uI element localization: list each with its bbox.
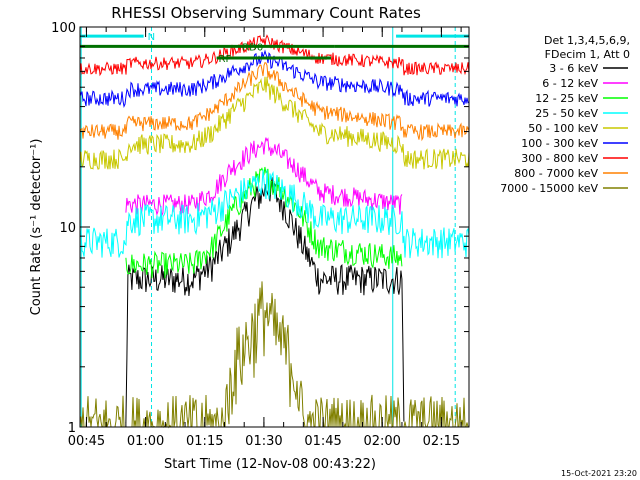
chart-title: RHESSI Observing Summary Count Rates <box>111 4 421 22</box>
x-axis-label: Start Time (12-Nov-08 00:43:22) <box>164 457 376 472</box>
legend-entry-label: 3 - 6 keV <box>549 62 598 75</box>
x-tick-label: 01:45 <box>304 434 341 449</box>
flag-label: RF <box>219 54 232 65</box>
axes: 1 10 100 00:45 01:00 01:15 01:30 01:45 02:00 02:1… <box>51 21 469 449</box>
y-tick-label: 100 <box>51 21 76 36</box>
series-line <box>79 169 470 259</box>
footer-timestamp: 15-Oct-2021 23:20 <box>561 469 637 478</box>
series-line <box>125 137 403 218</box>
legend-entry-label: 800 - 7000 keV <box>514 167 598 180</box>
x-tick-label: 01:15 <box>186 434 223 449</box>
series-line <box>79 61 470 142</box>
series-line <box>125 177 405 423</box>
legend-entry-label: 7000 - 15000 keV <box>500 182 598 195</box>
legend: Det 1,3,4,5,6,9,FDecim 1, Att 03 - 6 keV… <box>500 34 630 195</box>
series-line <box>79 281 469 429</box>
y-axis-label: Count Rate (s⁻¹ detector⁻¹) <box>29 139 44 316</box>
legend-header-line: Det 1,3,4,5,6,9, <box>544 34 630 47</box>
legend-entry-label: 300 - 800 keV <box>521 152 598 165</box>
series-line <box>79 34 470 77</box>
series-line <box>79 76 470 170</box>
y-tick-label: 10 <box>59 221 76 236</box>
x-tick-label: 01:30 <box>245 434 282 449</box>
flag-label: N <box>148 32 155 43</box>
legend-header-line: FDecim 1, Att 0 <box>545 48 630 61</box>
legend-entry-label: 25 - 50 keV <box>535 107 598 120</box>
plot-area: N RD0 RF <box>79 27 470 429</box>
y-tick-label: 1 <box>68 421 76 436</box>
x-tick-label: 01:00 <box>127 434 164 449</box>
legend-entry-label: 100 - 300 keV <box>521 137 598 150</box>
flag-label: RD0 <box>242 42 263 53</box>
legend-entry-label: 6 - 12 keV <box>542 77 598 90</box>
legend-entry-label: 50 - 100 keV <box>528 122 598 135</box>
legend-entry-label: 12 - 25 keV <box>535 92 598 105</box>
x-tick-label: 02:15 <box>423 434 460 449</box>
x-tick-label: 02:00 <box>363 434 400 449</box>
x-tick-label: 00:45 <box>68 434 105 449</box>
